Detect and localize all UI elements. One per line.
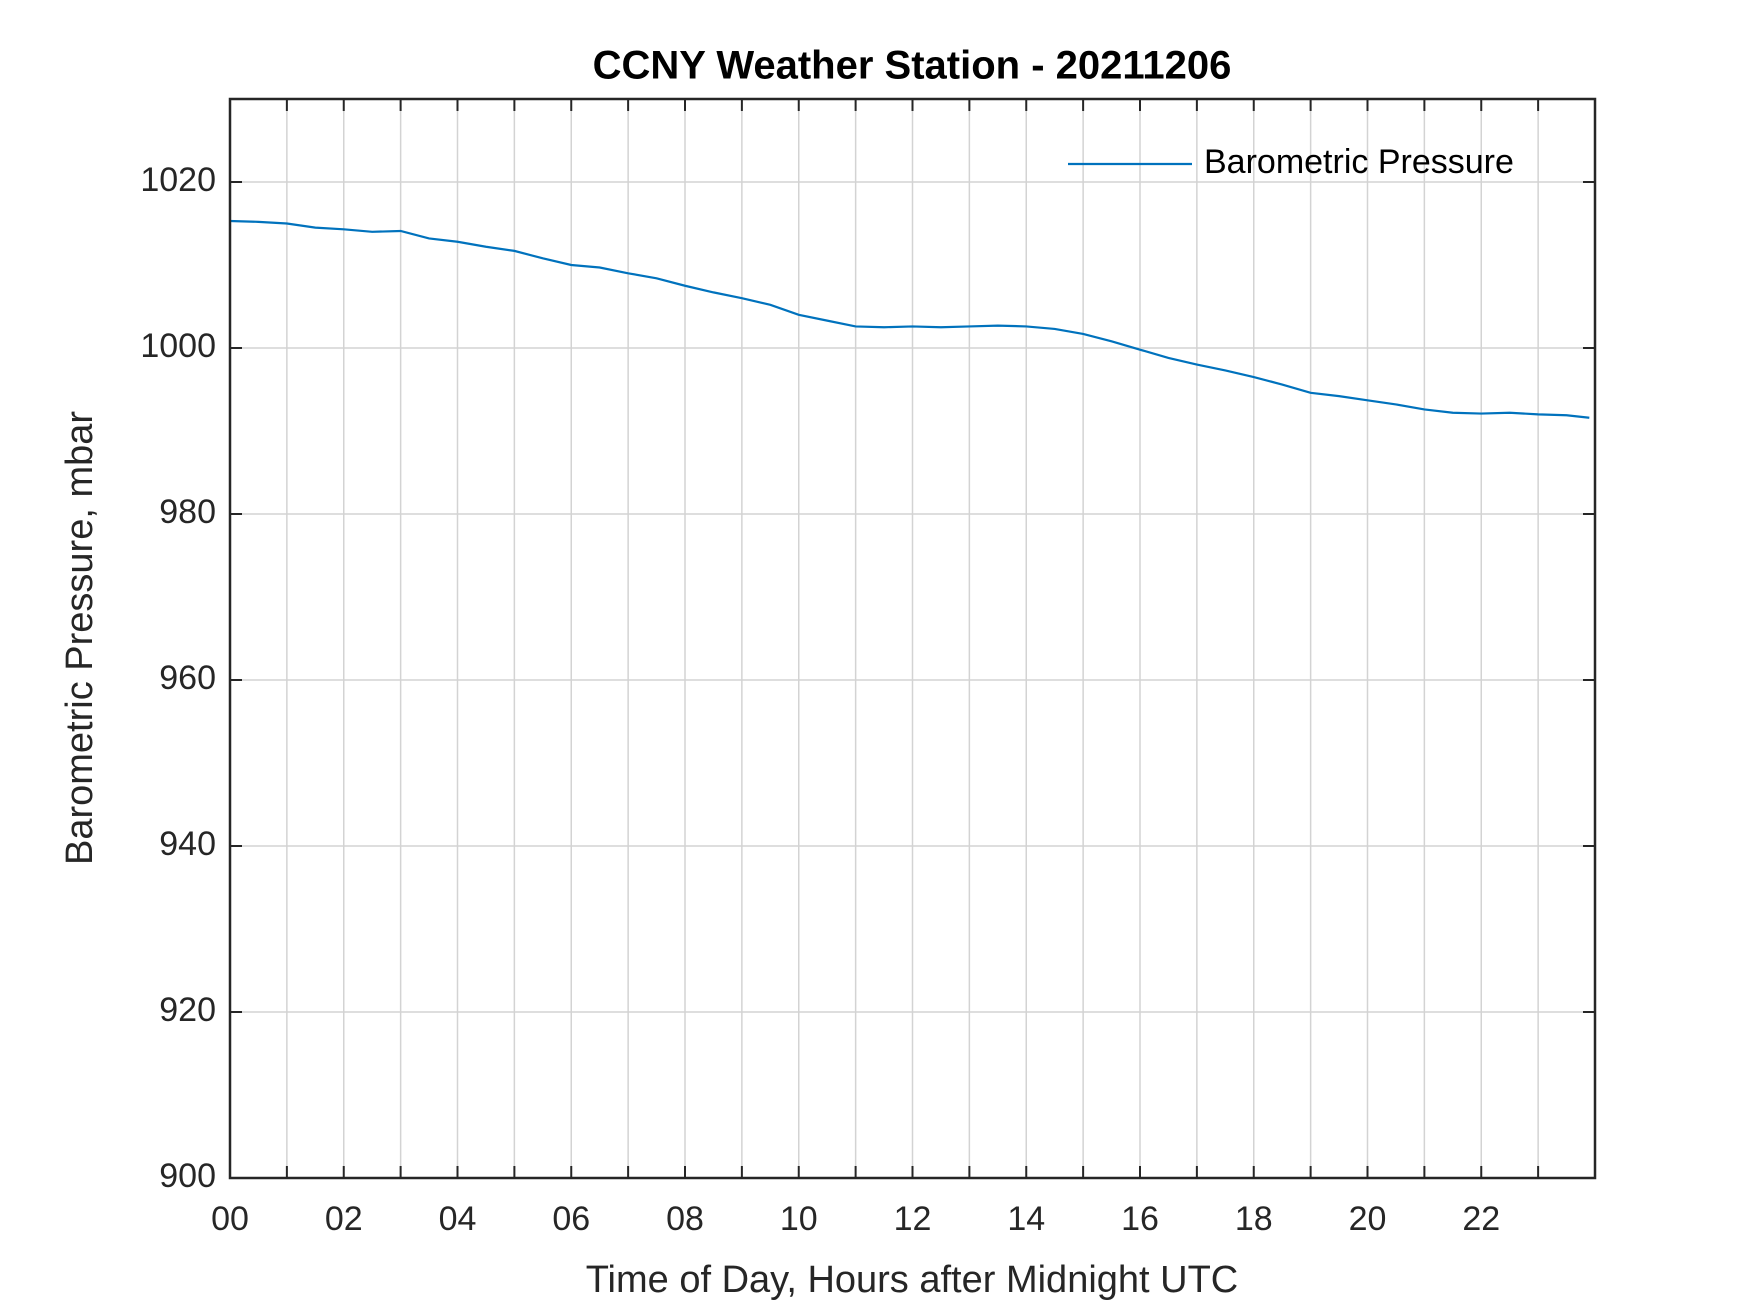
y-tick-label: 1020: [140, 161, 216, 199]
x-tick-label: 22: [1462, 1200, 1500, 1238]
y-tick-label: 960: [159, 659, 216, 697]
y-tick-label: 920: [159, 991, 216, 1029]
x-tick-label: 08: [666, 1200, 704, 1238]
x-axis-label: Time of Day, Hours after Midnight UTC: [586, 1259, 1239, 1301]
x-tick-label: 16: [1121, 1200, 1159, 1238]
x-tick-label: 20: [1349, 1200, 1387, 1238]
chart-title: CCNY Weather Station - 20211206: [593, 44, 1232, 88]
y-axis-label: Barometric Pressure, mbar: [59, 411, 101, 865]
x-tick-label: 00: [211, 1200, 249, 1238]
x-tick-label: 04: [439, 1200, 477, 1238]
plot-frame: [228, 97, 1597, 1180]
x-tick-label: 12: [894, 1200, 932, 1238]
x-tick-label: 10: [780, 1200, 818, 1238]
y-tick-label: 900: [159, 1157, 216, 1195]
y-tick-label: 940: [159, 825, 216, 863]
x-tick-label: 06: [552, 1200, 590, 1238]
x-tick-label: 18: [1235, 1200, 1273, 1238]
y-tick-label: 1000: [140, 327, 216, 365]
legend-label: Barometric Pressure: [1204, 143, 1514, 181]
x-tick-label: 14: [1007, 1200, 1045, 1238]
data-line: [229, 219, 1590, 419]
y-tick-label: 980: [159, 493, 216, 531]
x-tick-label: 02: [325, 1200, 363, 1238]
